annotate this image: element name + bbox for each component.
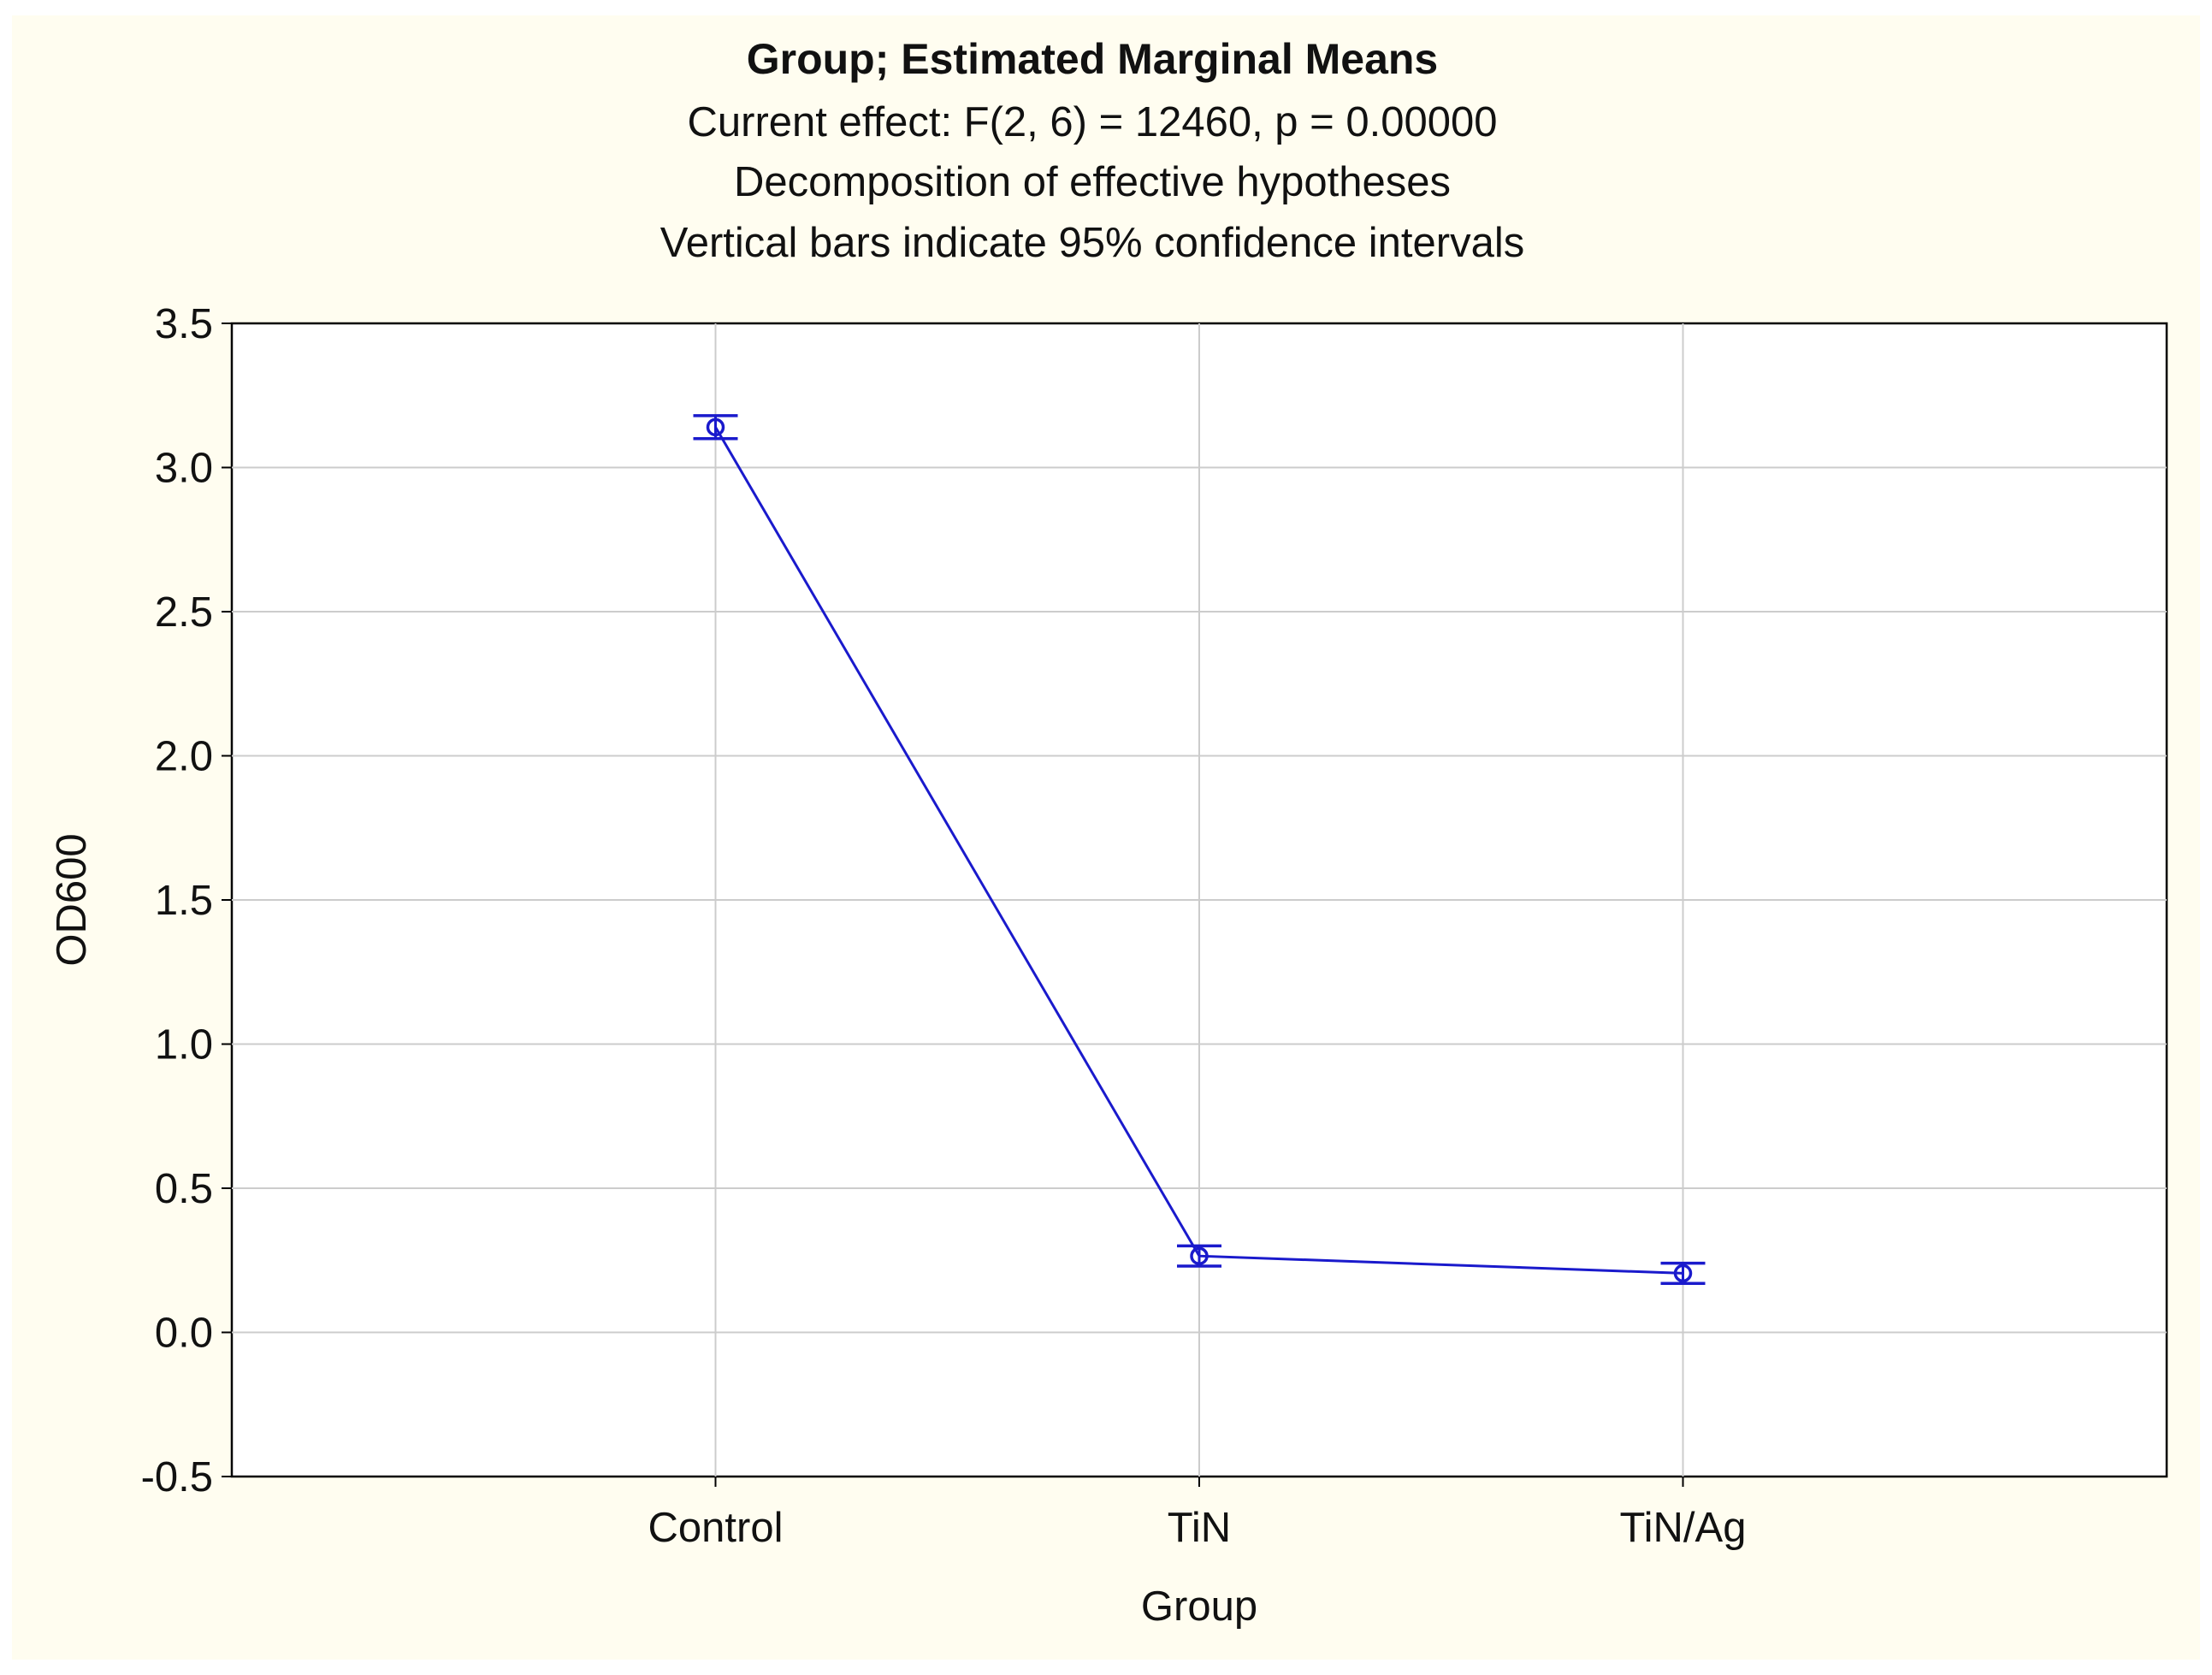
x-axis-label: Group <box>1141 1583 1257 1630</box>
y-tick-label: 0.0 <box>155 1311 213 1357</box>
y-tick-label: 0.5 <box>155 1166 213 1212</box>
y-tick-label: 1.0 <box>155 1022 213 1068</box>
x-tick-label: TiN/Ag <box>1620 1505 1747 1551</box>
chart-svg: Group; Estimated Marginal Means Current … <box>49 35 2168 1630</box>
series-layer <box>693 414 1706 1285</box>
chart-title: Group; Estimated Marginal Means <box>747 35 1438 83</box>
y-tick-label: 2.0 <box>155 734 213 780</box>
chart-subtitle-1: Current effect: F(2, 6) = 12460, p = 0.0… <box>687 99 1497 145</box>
y-axis-label: OD600 <box>49 833 95 966</box>
data-point <box>706 417 725 437</box>
y-tick-label: 1.5 <box>155 878 213 924</box>
grid-layer <box>232 323 2167 1477</box>
chart-subtitle-2: Decomposition of effective hypotheses <box>734 159 1451 205</box>
y-tick-label: 3.0 <box>155 446 213 492</box>
data-point <box>1673 1264 1693 1283</box>
y-axis-ticks: -0.5 0.0 0.5 1.0 1.5 2.0 2.5 3.0 3.5 <box>141 301 232 1500</box>
x-axis-ticks: Control TiN TiN/Ag <box>648 1477 1747 1551</box>
y-tick-label: 3.5 <box>155 301 213 347</box>
x-tick-label: TiN <box>1168 1505 1231 1551</box>
y-tick-label: 2.5 <box>155 589 213 636</box>
chart-panel: Group; Estimated Marginal Means Current … <box>12 15 2200 1660</box>
x-tick-label: Control <box>648 1505 784 1551</box>
data-point <box>1190 1246 1209 1265</box>
y-tick-label: -0.5 <box>141 1454 213 1500</box>
chart-subtitle-3: Vertical bars indicate 95% confidence in… <box>660 220 1525 266</box>
